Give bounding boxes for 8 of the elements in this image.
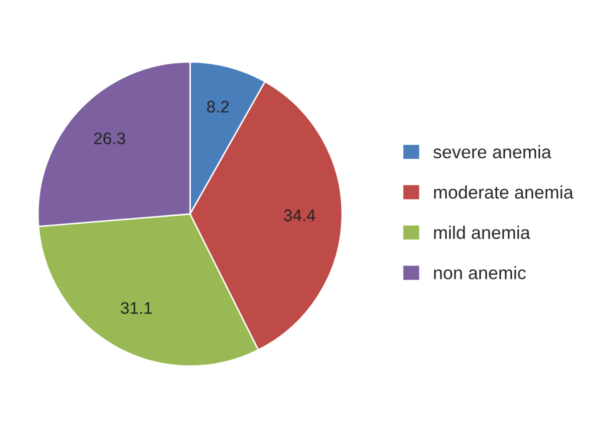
data-label: 34.4 xyxy=(284,209,316,222)
data-label: 8.2 xyxy=(207,100,229,113)
legend-label: non anemic xyxy=(434,266,526,280)
data-label: 31.1 xyxy=(120,302,152,314)
legend-label: mild anemia xyxy=(434,226,530,239)
data-label: 26.3 xyxy=(94,132,126,144)
legend-label: severe anemia xyxy=(433,145,552,158)
legend-label: moderate anemia xyxy=(434,185,574,199)
